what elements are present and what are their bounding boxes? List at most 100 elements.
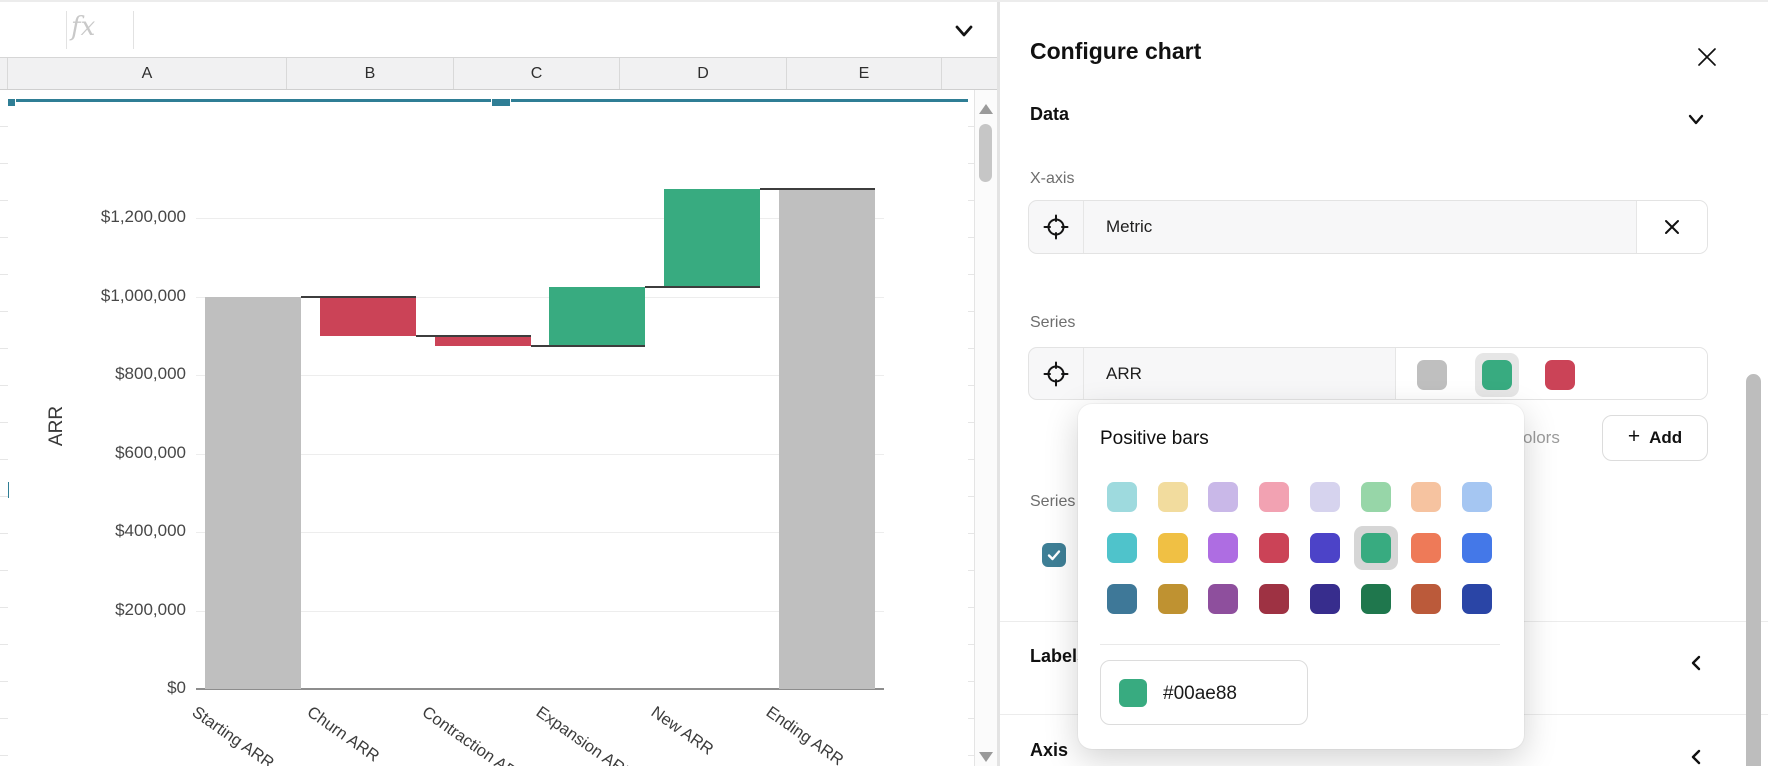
- palette-color-swatch[interactable]: [1157, 482, 1188, 512]
- popup-divider: [1100, 644, 1500, 645]
- formula-bar-separator: [66, 11, 67, 49]
- palette-color-swatch[interactable]: [1461, 533, 1492, 563]
- palette-color-swatch[interactable]: [1259, 533, 1290, 563]
- panel-scrollbar-thumb[interactable]: [1746, 374, 1761, 766]
- palette-color-swatch[interactable]: [1208, 482, 1239, 512]
- hex-color-swatch: [1119, 679, 1147, 707]
- x-axis-row[interactable]: Metric: [1028, 200, 1708, 254]
- palette-color-swatch[interactable]: [1309, 584, 1340, 614]
- add-series-button[interactable]: + Add: [1602, 415, 1708, 461]
- selection-handle-top-left[interactable]: [8, 99, 16, 107]
- series-color-swatch[interactable]: [1545, 359, 1575, 390]
- chevron-left-icon[interactable]: [1687, 654, 1705, 672]
- column-header-D[interactable]: D: [620, 58, 787, 89]
- sheet-vertical-scrollbar[interactable]: [974, 90, 997, 766]
- gridline: [196, 296, 884, 298]
- palette-color-swatch[interactable]: [1411, 584, 1442, 614]
- waterfall-connector: [416, 334, 531, 337]
- colors-label-fragment: olors: [1523, 428, 1560, 447]
- palette-color-swatch[interactable]: [1107, 533, 1137, 563]
- series-checkbox[interactable]: [1042, 543, 1066, 567]
- y-tick-label: $0: [167, 678, 186, 697]
- palette-color-swatch[interactable]: [1259, 584, 1290, 614]
- crosshair-icon[interactable]: [1029, 348, 1084, 399]
- waterfall-bar[interactable]: [664, 188, 760, 287]
- x-axis-value[interactable]: Metric: [1106, 217, 1153, 236]
- section-labels[interactable]: Labels: [1030, 646, 1088, 666]
- palette-color-swatch[interactable]: [1208, 584, 1239, 614]
- y-tick-label: $1,000,000: [100, 285, 186, 305]
- palette-color-swatch[interactable]: [1461, 584, 1492, 614]
- panel-divider: [997, 2, 1000, 766]
- series-value[interactable]: ARR: [1106, 363, 1142, 383]
- waterfall-connector: [301, 295, 416, 298]
- waterfall-connector: [645, 285, 760, 288]
- palette-color-swatch[interactable]: [1157, 533, 1188, 563]
- waterfall-bar[interactable]: [320, 296, 416, 336]
- embedded-waterfall-chart[interactable]: ARR $0 $200,000 $400,000 $600,000 $800,000 $1…: [8, 99, 968, 766]
- palette-color-swatch[interactable]: [1259, 482, 1290, 512]
- hex-color-value: #00ae88: [1163, 682, 1237, 704]
- chart-selection-border: [8, 99, 968, 102]
- waterfall-bar[interactable]: [778, 188, 875, 689]
- plus-icon: +: [1627, 425, 1641, 448]
- palette-color-swatch[interactable]: [1309, 533, 1340, 563]
- row-gutter-right: [967, 90, 974, 766]
- column-header-E[interactable]: E: [787, 58, 942, 89]
- close-icon[interactable]: [1694, 44, 1720, 70]
- x-tick-label: Churn ARR: [303, 703, 383, 766]
- chevron-down-icon[interactable]: [1686, 109, 1706, 129]
- chevron-left-icon[interactable]: [1687, 748, 1705, 766]
- configure-chart-panel: Configure chart Data X-axis Metric Serie…: [1000, 2, 1768, 766]
- column-header-B[interactable]: B: [287, 58, 454, 89]
- palette-color-swatch[interactable]: [1360, 533, 1391, 563]
- scroll-up-arrow-icon[interactable]: [979, 104, 993, 114]
- gridline: [196, 610, 884, 612]
- column-header-C[interactable]: C: [454, 58, 620, 89]
- fx-icon: fx: [71, 12, 96, 42]
- crosshair-icon[interactable]: [1029, 201, 1084, 253]
- hex-color-input[interactable]: #00ae88: [1100, 660, 1308, 725]
- positive-bars-color-popup: Positive bars #00ae88: [1078, 404, 1524, 749]
- popup-title: Positive bars: [1100, 428, 1209, 449]
- column-header-partial[interactable]: [942, 58, 1005, 89]
- waterfall-bar[interactable]: [205, 296, 302, 689]
- x-tick-label: Starting ARR: [189, 703, 278, 766]
- series-color-swatch[interactable]: [1482, 359, 1512, 390]
- section-data[interactable]: Data: [1030, 104, 1070, 124]
- scroll-down-arrow-icon[interactable]: [979, 752, 993, 762]
- waterfall-bar[interactable]: [434, 335, 531, 346]
- selection-handle-left-middle[interactable]: [8, 481, 10, 499]
- palette-color-swatch[interactable]: [1309, 482, 1340, 512]
- palette-color-swatch[interactable]: [1360, 482, 1391, 512]
- formula-bar[interactable]: fx: [0, 2, 997, 57]
- palette-color-swatch[interactable]: [1411, 482, 1442, 512]
- palette-color-swatch[interactable]: [1107, 482, 1137, 512]
- column-header-A[interactable]: A: [8, 58, 287, 89]
- palette-color-swatch[interactable]: [1411, 533, 1442, 563]
- chevron-down-icon[interactable]: [951, 18, 977, 44]
- palette-color-swatch[interactable]: [1461, 482, 1492, 512]
- x-tick-label: Ending ARR: [762, 703, 847, 766]
- waterfall-bar[interactable]: [549, 286, 646, 346]
- waterfall-connector: [760, 187, 875, 190]
- gridline: [196, 218, 884, 219]
- palette-color-swatch[interactable]: [1157, 584, 1188, 614]
- section-axis[interactable]: Axis: [1030, 740, 1069, 760]
- palette-color-swatch[interactable]: [1107, 584, 1137, 614]
- y-tick-label: $800,000: [115, 364, 186, 383]
- row-gutter-left: [0, 90, 8, 766]
- remove-x-axis-button[interactable]: [1636, 201, 1707, 253]
- selection-handle-top-center[interactable]: [491, 99, 511, 107]
- palette-color-swatch[interactable]: [1208, 533, 1239, 563]
- x-axis-label: X-axis: [1030, 170, 1075, 187]
- series-color-swatch[interactable]: [1417, 359, 1447, 390]
- y-tick-label: $1,200,000: [100, 207, 186, 226]
- sheet-scrollbar-thumb[interactable]: [979, 124, 992, 182]
- palette-color-swatch[interactable]: [1360, 584, 1391, 614]
- series-settings-label: Series: [1030, 493, 1076, 510]
- series-row[interactable]: ARR: [1028, 347, 1708, 400]
